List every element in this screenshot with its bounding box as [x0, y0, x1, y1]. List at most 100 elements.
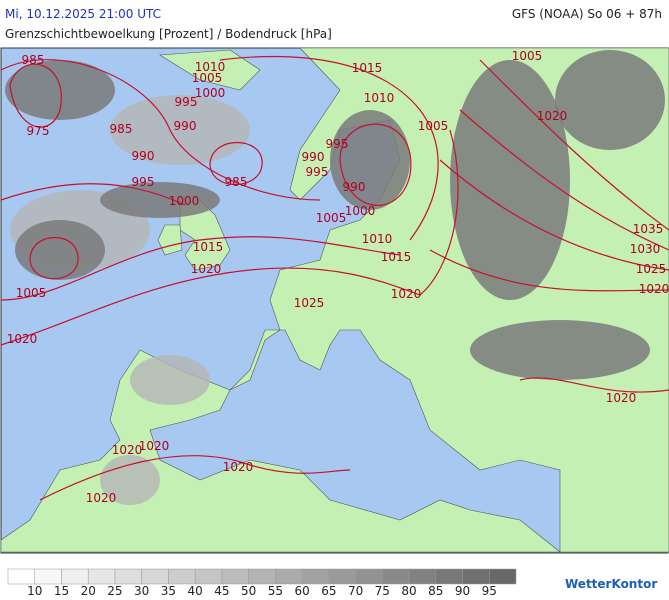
isobar-label: 1020: [7, 332, 38, 346]
title: Grenzschichtbewoelkung [Prozent] / Boden…: [5, 27, 332, 41]
legend-label: 15: [54, 584, 69, 598]
cloud: [15, 220, 105, 280]
legend-label: 80: [401, 584, 416, 598]
isobar-label: 1015: [352, 61, 383, 75]
legend-label: 95: [482, 584, 497, 598]
isobar-label: 1005: [16, 286, 47, 300]
isobar-label: 1035: [633, 222, 664, 236]
isobar: [439, 159, 669, 271]
isobar-label: 985: [225, 175, 248, 189]
isobar-label: 995: [132, 175, 155, 189]
legend-swatch: [248, 568, 276, 585]
isobar: [209, 142, 263, 186]
isobar-label: 1000: [169, 194, 200, 208]
isobar-label: 1020: [537, 109, 568, 123]
legend-swatch: [61, 568, 89, 585]
legend-label: 10: [27, 584, 42, 598]
isobar-label: 995: [306, 165, 329, 179]
isobar: [339, 123, 412, 206]
isobar-label: 990: [132, 149, 155, 163]
isobar-label: 1020: [191, 262, 222, 276]
isobar: [39, 455, 351, 501]
legend-swatch: [275, 568, 303, 585]
legend-swatch: [141, 568, 169, 585]
isobar-label: 990: [343, 180, 366, 194]
legend-swatch: [462, 568, 490, 585]
legend-label: 25: [107, 584, 122, 598]
legend-swatch: [435, 568, 463, 585]
legend-swatch: [87, 568, 116, 585]
logo: WetterKontor: [565, 577, 657, 591]
legend-swatch: [194, 568, 223, 585]
legend-label: 90: [455, 584, 470, 598]
isobar-label: 1005: [418, 119, 449, 133]
isobar-label: 990: [302, 150, 325, 164]
scandinavia-south: [159, 49, 261, 91]
isobar: [219, 55, 439, 241]
legend-label: 20: [81, 584, 96, 598]
legend-swatch: [408, 568, 437, 585]
isobar-label: 1015: [381, 250, 412, 264]
isobar-label: 1015: [193, 240, 224, 254]
isobar: [0, 183, 186, 206]
isobar-label: 985: [22, 53, 45, 67]
legend-swatch: [382, 568, 410, 585]
isobar-label: 1025: [636, 262, 667, 276]
cloud: [130, 355, 210, 405]
datetime: Mi, 10.12.2025 21:00 UTC: [5, 7, 161, 21]
isobar-label: 1010: [195, 60, 226, 74]
isobar: [9, 63, 62, 128]
cloud: [100, 455, 160, 505]
legend-label: 30: [134, 584, 149, 598]
legend-swatch: [301, 568, 330, 585]
isobar-label: 1020: [391, 287, 422, 301]
legend-label: 50: [241, 584, 256, 598]
isobar-label: 985: [110, 122, 133, 136]
legend-swatch: [328, 568, 356, 585]
legend-label: 40: [188, 584, 203, 598]
legend-swatch: [34, 568, 62, 585]
isobar-label: 1010: [362, 232, 393, 246]
legend-swatch: [489, 568, 517, 585]
isobar-label: 1005: [316, 211, 347, 225]
legend-swatch: [114, 568, 142, 585]
legend-label: 60: [294, 584, 309, 598]
cloud: [450, 60, 570, 300]
cloud: [5, 60, 115, 120]
isobar-label: 1010: [364, 91, 395, 105]
legend: 10 15 20 25 30 35 40 45 50 55 60 65 70 75 80 85 90 95: [7, 568, 517, 598]
isobar-label: 995: [175, 95, 198, 109]
isobar: [519, 377, 669, 393]
isobar-label: 1000: [345, 204, 376, 218]
isobar-label: 1025: [294, 296, 325, 310]
isobar: [29, 237, 79, 280]
legend-label: 65: [321, 584, 336, 598]
legend-swatch: [168, 568, 196, 585]
legend-label: 85: [428, 584, 443, 598]
legend-swatch: [7, 568, 35, 585]
cloud: [555, 50, 665, 150]
isobar: [429, 249, 669, 292]
isobar-label: 1000: [195, 86, 226, 100]
legend-label: 55: [268, 584, 283, 598]
isobar-label: 1020: [112, 443, 143, 457]
isobar: [479, 59, 669, 231]
isobar-label: 1005: [192, 71, 223, 85]
isobar-label: 1020: [606, 391, 637, 405]
legend-label: 70: [348, 584, 363, 598]
isobar-label: 995: [326, 137, 349, 151]
isobar-label: 1020: [223, 460, 254, 474]
legend-label: 45: [214, 584, 229, 598]
isobar-label: 1005: [512, 49, 543, 63]
isobar-label: 1030: [630, 242, 661, 256]
isobar-label: 990: [174, 119, 197, 133]
legend-swatch: [355, 568, 383, 585]
isobar-label: 975: [27, 124, 50, 138]
isobar: [459, 109, 669, 251]
isobar: [0, 59, 321, 201]
isobar: [0, 236, 401, 301]
legend-swatch: [221, 568, 249, 585]
cloud: [100, 182, 220, 218]
isobar-label: 1020: [86, 491, 117, 505]
